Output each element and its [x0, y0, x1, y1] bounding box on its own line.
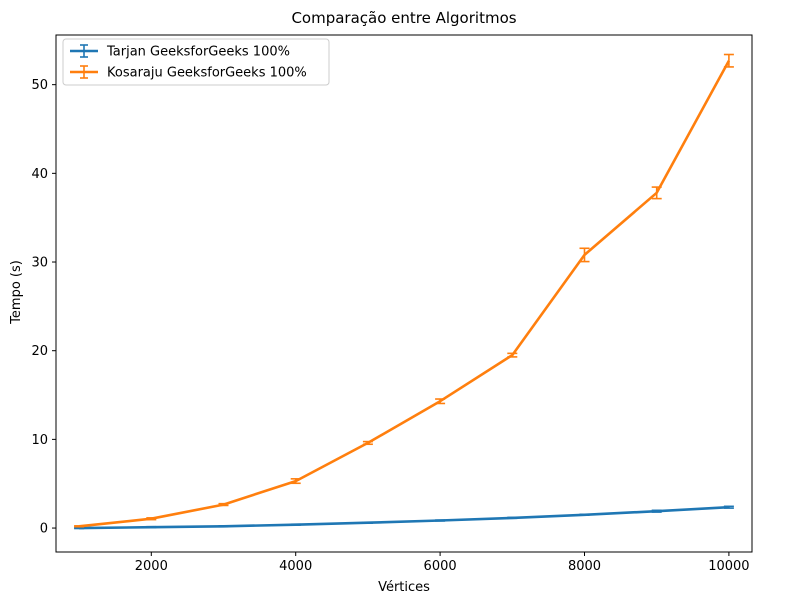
y-tick-label: 0 — [40, 522, 48, 537]
x-tick-label: 4000 — [279, 559, 312, 574]
legend: Tarjan GeeksforGeeks 100% Kosaraju Geeksf… — [63, 39, 329, 85]
legend-label: Tarjan GeeksforGeeks 100% — [106, 45, 290, 60]
x-axis-label: Vértices — [378, 580, 430, 595]
y-tick-label: 50 — [31, 78, 48, 93]
chart-title: Comparação entre Algoritmos — [291, 9, 516, 27]
x-tick-label: 10000 — [708, 559, 749, 574]
x-tick-label: 6000 — [424, 559, 457, 574]
y-tick-label: 40 — [31, 167, 48, 182]
y-axis-label: Tempo (s) — [9, 260, 24, 325]
x-tick-label: 2000 — [135, 559, 168, 574]
y-tick-label: 30 — [31, 256, 48, 271]
legend-label: Kosaraju GeeksforGeeks 100% — [107, 66, 307, 81]
y-tick-label: 20 — [31, 344, 48, 359]
y-tick-label: 10 — [31, 433, 48, 448]
x-tick-label: 8000 — [568, 559, 601, 574]
